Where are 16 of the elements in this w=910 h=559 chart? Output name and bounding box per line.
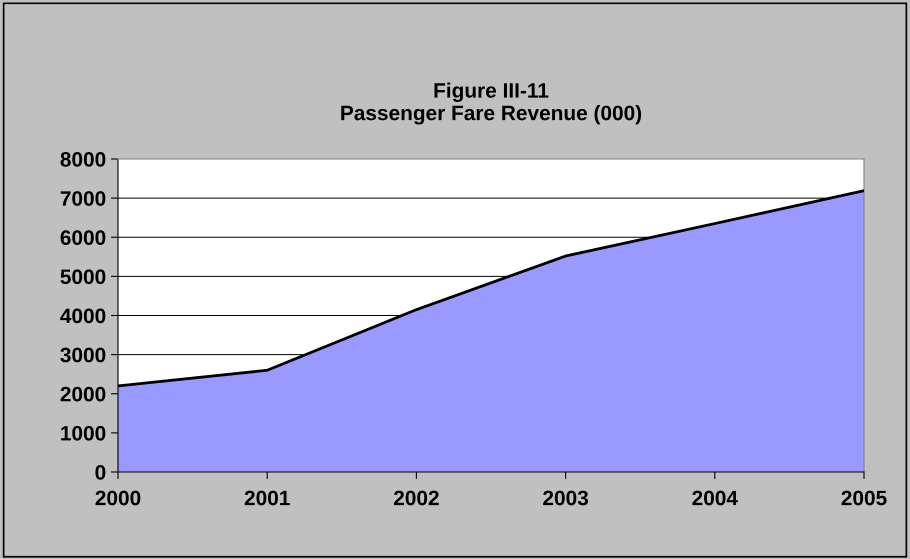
y-tick-label: 3000 — [60, 348, 106, 362]
y-tick-label: 6000 — [60, 230, 106, 246]
x-tick-label: 2005 — [842, 490, 887, 506]
x-tick-label: 2001 — [244, 490, 290, 506]
y-tick-label: 7000 — [60, 191, 106, 206]
x-tick-label: 2000 — [96, 490, 140, 506]
x-tick-label: 2002 — [394, 490, 439, 506]
y-tick-label: 5000 — [60, 269, 106, 284]
y-tick-label: 8000 — [60, 152, 106, 167]
y-tick-label: 2000 — [60, 386, 106, 402]
chart-title: Figure III-11 Passenger Fare Revenue (000) — [341, 82, 642, 125]
y-tick-label: 4000 — [60, 308, 106, 324]
y-tick-label: 1000 — [61, 426, 106, 441]
x-tick-label: 2004 — [692, 490, 738, 506]
x-tick-label: 2003 — [543, 490, 588, 506]
y-tick-label: 0 — [95, 465, 106, 480]
